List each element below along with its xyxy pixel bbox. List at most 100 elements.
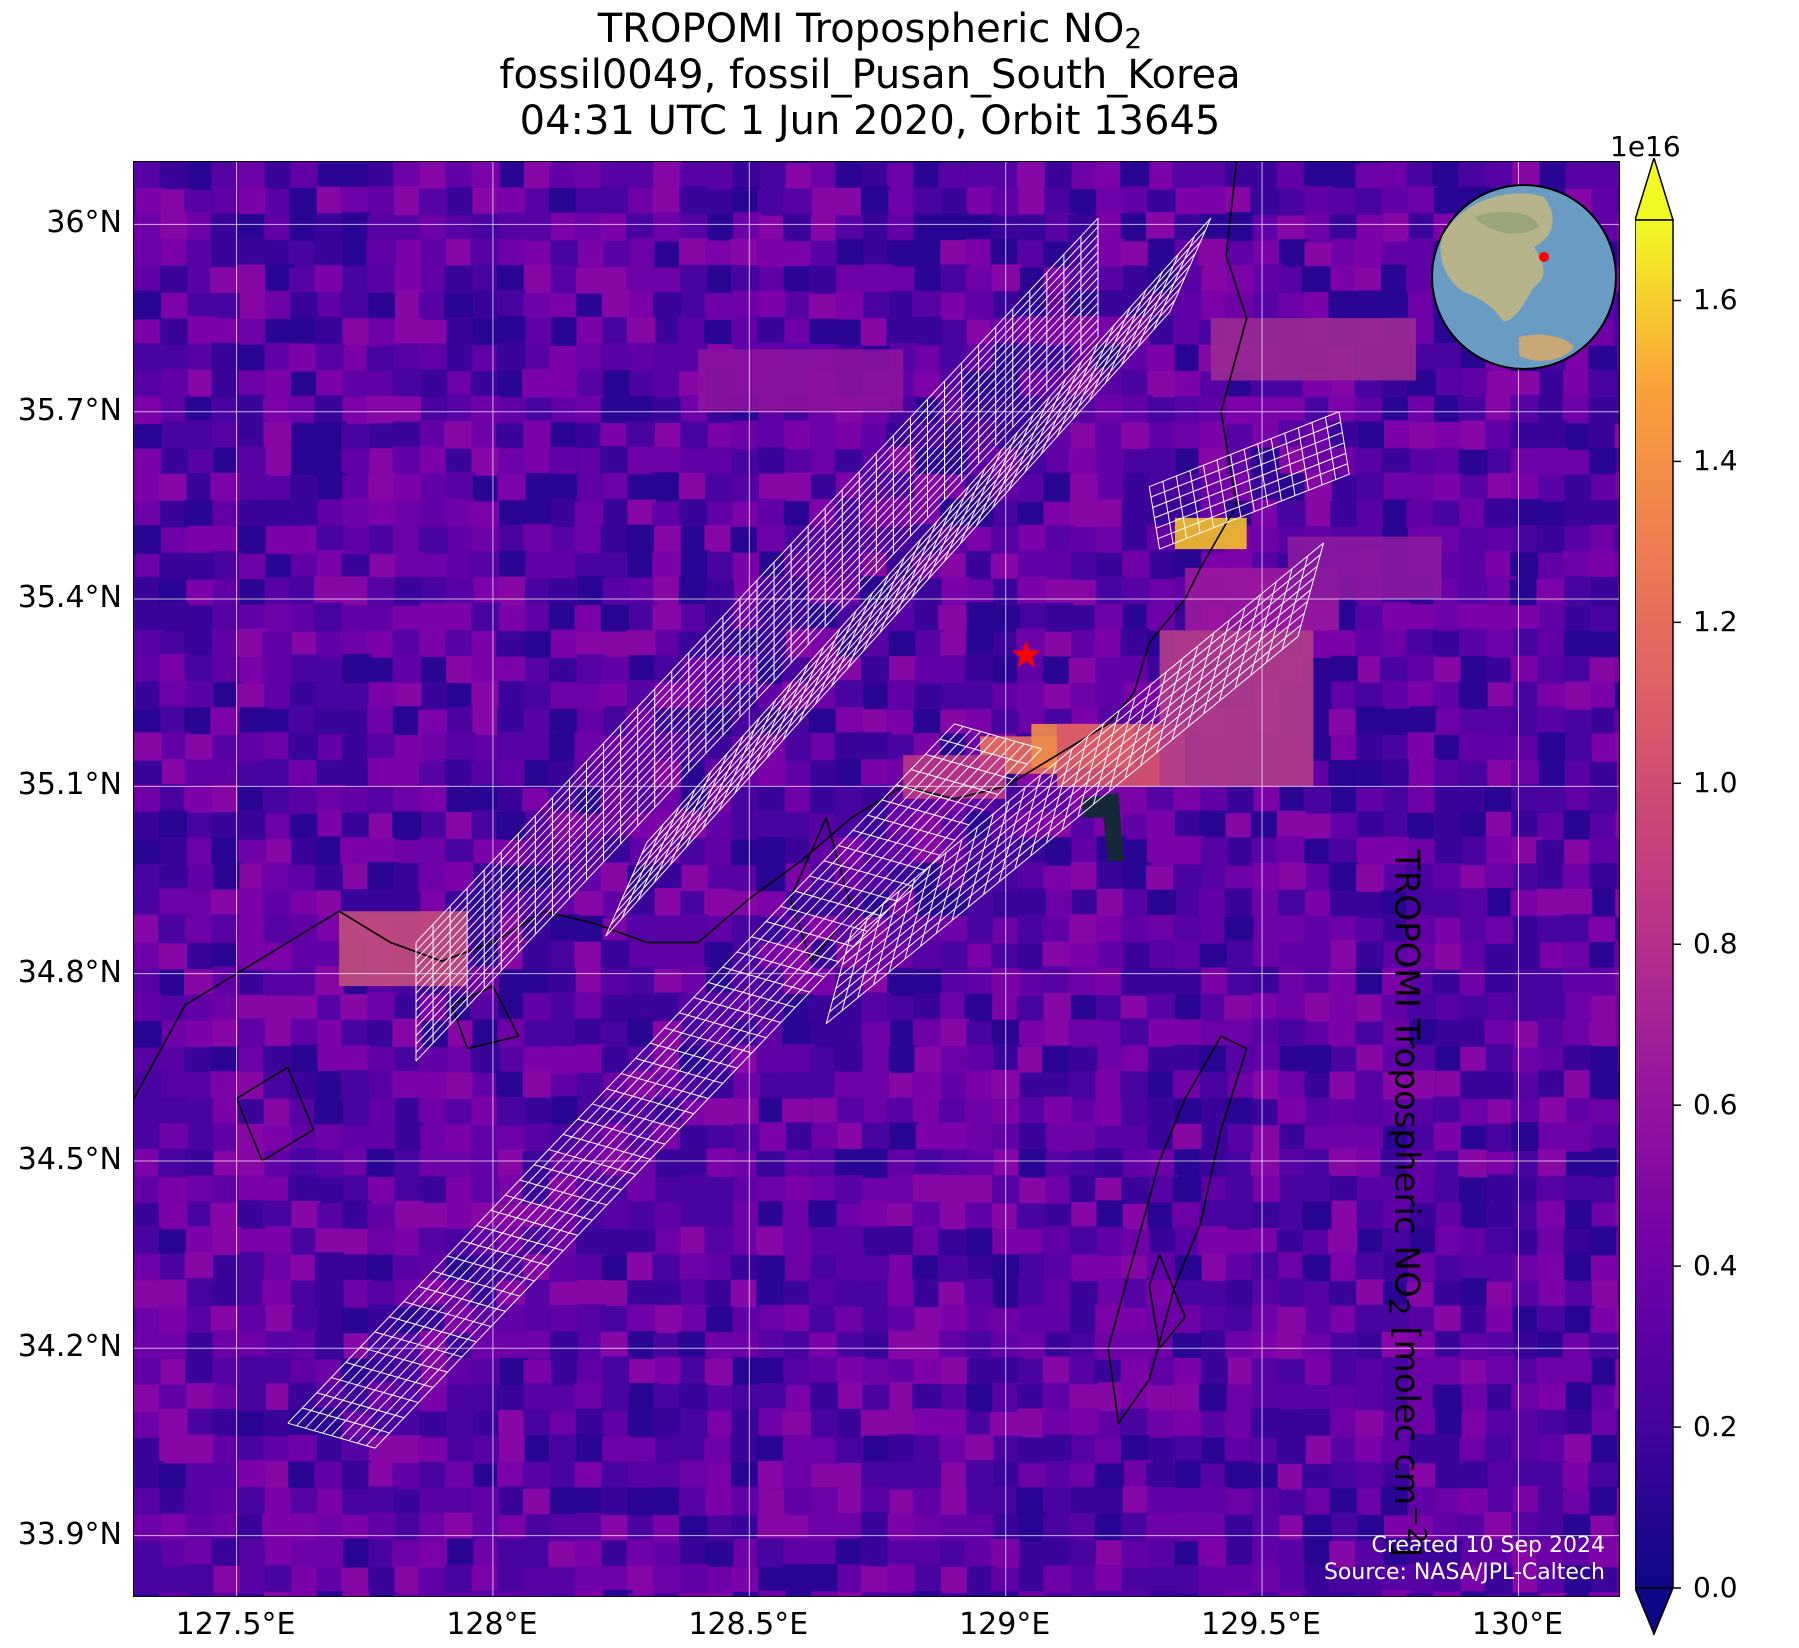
no2-pixel xyxy=(887,1434,917,1464)
no2-pixel xyxy=(1432,1384,1462,1414)
no2-pixel xyxy=(836,264,866,294)
no2-pixel xyxy=(1563,810,1593,840)
no2-pixel xyxy=(1614,527,1619,557)
no2-pixel xyxy=(1044,1278,1074,1308)
no2-pixel xyxy=(862,1255,892,1285)
no2-pixel xyxy=(1043,993,1073,1023)
no2-pixel xyxy=(211,318,241,348)
no2-pixel xyxy=(343,1538,373,1568)
no2-pixel xyxy=(342,709,372,739)
no2-pixel xyxy=(603,836,633,866)
no2-pixel xyxy=(1045,1124,1075,1154)
no2-pixel xyxy=(655,446,685,476)
lat-tick-label: 35.4°N xyxy=(17,580,122,616)
no2-pixel xyxy=(1071,889,1101,919)
no2-pixel xyxy=(837,1592,867,1596)
no2-pixel xyxy=(1198,1593,1228,1596)
no2-pixel xyxy=(601,290,631,320)
no2-pixel xyxy=(392,654,422,684)
no2-pixel xyxy=(420,1385,450,1415)
no2-pixel xyxy=(1097,941,1127,971)
no2-pixel xyxy=(237,888,267,918)
no2-pixel xyxy=(913,1278,943,1308)
no2-pixel xyxy=(314,1252,344,1282)
no2-pixel xyxy=(1251,1358,1281,1388)
no2-pixel xyxy=(1095,576,1125,606)
no2-pixel xyxy=(574,1462,604,1492)
no2-pixel xyxy=(1616,1125,1619,1155)
no2-pixel xyxy=(1460,1565,1490,1595)
no2-pixel xyxy=(315,1359,345,1389)
no2-pixel xyxy=(317,1591,347,1596)
no2-pixel xyxy=(187,1593,217,1596)
no2-pixel xyxy=(1461,836,1491,866)
no2-pixel xyxy=(184,969,214,999)
no2-pixel xyxy=(1354,239,1384,269)
no2-pixel xyxy=(704,1200,734,1230)
no2-pixel xyxy=(1458,603,1488,633)
no2-pixel xyxy=(1591,1148,1619,1178)
no2-pixel xyxy=(549,370,579,400)
no2-pixel xyxy=(290,292,320,322)
no2-pixel xyxy=(1019,1097,1049,1127)
no2-pixel xyxy=(966,1175,996,1205)
no2-pixel xyxy=(628,342,658,372)
no2-pixel xyxy=(1095,968,1125,998)
no2-pixel xyxy=(834,1045,864,1075)
no2-pixel xyxy=(444,1564,474,1594)
no2-pixel xyxy=(654,915,684,945)
no2-pixel xyxy=(1406,889,1436,919)
no2-pixel xyxy=(523,162,553,190)
no2-pixel xyxy=(652,1253,682,1283)
no2-pixel xyxy=(1328,1567,1358,1596)
no2-pixel xyxy=(135,188,165,218)
swath-gridline xyxy=(415,302,1099,1028)
no2-pixel xyxy=(1068,966,1098,996)
no2-pixel xyxy=(1331,162,1361,191)
no2-pixel xyxy=(1043,683,1073,713)
no2-pixel xyxy=(1563,1045,1593,1075)
no2-pixel xyxy=(1591,733,1619,763)
no2-pixel xyxy=(1406,1593,1436,1596)
no2-pixel xyxy=(629,941,659,971)
swath-gridline xyxy=(845,565,1318,954)
no2-pixel xyxy=(993,1460,1023,1490)
no2-pixel xyxy=(1381,1331,1411,1361)
no2-pixel xyxy=(548,187,578,217)
no2-pixel xyxy=(549,1305,579,1335)
no2-pixel xyxy=(1331,734,1361,764)
no2-pixel xyxy=(1562,550,1592,580)
no2-pixel xyxy=(1433,812,1463,842)
no2-pixel xyxy=(1434,1331,1464,1361)
no2-pixel xyxy=(1380,293,1410,323)
no2-pixel xyxy=(1486,1305,1516,1335)
no2-pixel xyxy=(600,1306,630,1336)
no2-pixel xyxy=(211,812,241,842)
no2-pixel xyxy=(496,290,526,320)
no2-pixel xyxy=(497,786,527,816)
no2-pixel xyxy=(161,448,191,478)
no2-pixel xyxy=(184,1564,214,1594)
no2-pixel xyxy=(367,1176,397,1206)
no2-pixel xyxy=(1120,1330,1150,1360)
no2-pixel xyxy=(1042,1382,1072,1412)
no2-pixel xyxy=(263,1591,293,1596)
no2-pixel xyxy=(759,1304,789,1334)
no2-pixel xyxy=(445,162,475,190)
no2-pixel xyxy=(601,1435,631,1465)
no2-pixel xyxy=(1458,579,1488,609)
no2-pixel xyxy=(496,187,526,217)
no2-pixel xyxy=(679,186,709,216)
no2-pixel xyxy=(1614,1513,1619,1543)
no2-pixel xyxy=(471,1125,501,1155)
no2-pixel xyxy=(393,264,423,294)
no2-pixel xyxy=(1302,1201,1332,1231)
no2-pixel xyxy=(993,1044,1023,1074)
no2-pixel xyxy=(915,578,945,608)
no2-pixel xyxy=(1485,657,1515,687)
no2-pixel xyxy=(523,524,553,554)
no2-pixel xyxy=(967,1044,997,1074)
no2-pixel xyxy=(627,1331,657,1361)
no2-pixel xyxy=(990,1538,1020,1568)
no2-pixel xyxy=(446,1384,476,1414)
